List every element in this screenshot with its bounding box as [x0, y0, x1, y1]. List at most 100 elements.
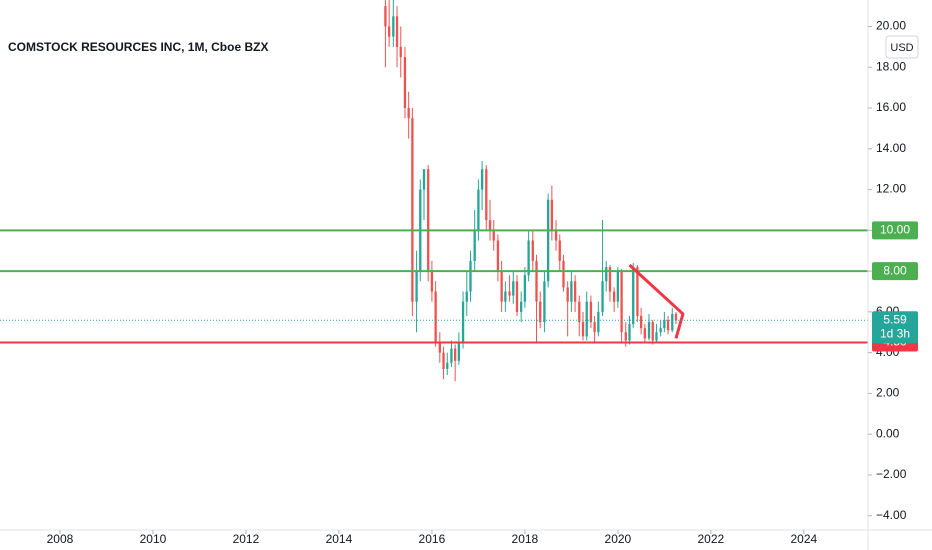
y-tick-label: 18.00 — [876, 59, 906, 73]
y-tick-label: −4.00 — [876, 508, 907, 522]
candle-body — [554, 230, 558, 241]
candle-body — [504, 291, 507, 302]
candle-body — [515, 281, 519, 312]
candle-body — [392, 16, 395, 37]
level-label: 10.00 — [880, 223, 910, 237]
x-tick-label: 2012 — [233, 532, 260, 546]
candle-body — [446, 362, 449, 369]
candle-body — [589, 301, 593, 323]
x-tick-label: 2016 — [419, 532, 446, 546]
y-tick-label: 2.00 — [876, 386, 900, 400]
candle-body — [605, 267, 608, 282]
level-label-box — [872, 262, 918, 281]
candle-body — [573, 281, 577, 302]
candle-body — [403, 57, 407, 109]
candle-body — [500, 271, 503, 302]
candle-body — [384, 6, 387, 27]
candle-body — [601, 281, 604, 312]
candle-body — [485, 169, 488, 221]
candle-body — [453, 348, 457, 361]
candle-body — [430, 271, 434, 292]
candle-body — [608, 267, 612, 292]
candle-body — [465, 291, 468, 302]
candle-body — [562, 260, 565, 288]
y-tick-label: 0.00 — [876, 426, 900, 440]
plot-area — [0, 0, 868, 382]
candle-body — [531, 240, 534, 261]
x-tick-label: 2008 — [47, 532, 74, 546]
candle-body — [399, 46, 402, 58]
currency: USD — [890, 42, 913, 54]
candle-body — [671, 313, 674, 331]
candle-body — [647, 322, 651, 339]
candle-body — [477, 189, 480, 231]
candle-body — [427, 169, 430, 272]
candle-body — [597, 311, 600, 333]
last-price-label: 5.59 — [883, 312, 907, 326]
level-label-box — [872, 221, 918, 240]
candle-body — [558, 240, 561, 261]
candle-body — [612, 291, 616, 302]
candle-body — [512, 281, 515, 296]
trendline — [628, 263, 685, 339]
candle-body — [488, 220, 492, 231]
candle-body — [550, 199, 554, 231]
candle-body — [639, 315, 643, 329]
axes: −4.00−2.000.002.004.006.008.0010.0012.00… — [47, 19, 918, 546]
y-tick-label: 20.00 — [876, 19, 906, 33]
candle-body — [585, 301, 588, 337]
candle-body — [434, 291, 437, 343]
x-tick-label: 2022 — [698, 532, 725, 546]
candle-body — [570, 281, 573, 302]
candle-body — [543, 281, 546, 323]
candle-body — [655, 332, 658, 341]
candle-body — [651, 322, 654, 341]
candle-body — [480, 169, 484, 190]
candle-body — [492, 230, 495, 241]
candle-body — [411, 118, 414, 302]
currency-box[interactable] — [885, 35, 919, 59]
candle-body — [450, 348, 453, 363]
candle-body — [659, 328, 662, 333]
x-tick-label: 2020 — [605, 532, 632, 546]
y-tick-label: 14.00 — [876, 141, 906, 155]
candle-body — [523, 275, 527, 302]
candle-body — [578, 301, 581, 323]
candle-body — [520, 301, 523, 312]
candle-body — [616, 271, 620, 302]
candle-body — [395, 16, 399, 47]
candle-body — [469, 260, 472, 292]
y-tick-label: 12.00 — [876, 182, 906, 196]
level-label: 8.00 — [883, 263, 907, 277]
candle-body — [628, 324, 631, 341]
candle-body — [666, 320, 670, 331]
x-tick-label: 2014 — [326, 532, 353, 546]
x-tick-label: 2024 — [790, 532, 817, 546]
y-tick-label: −2.00 — [876, 467, 907, 481]
candle-body — [407, 108, 410, 119]
candle-body — [508, 291, 511, 296]
candle-body — [674, 313, 678, 321]
candle-body — [461, 301, 465, 343]
candle-body — [473, 230, 476, 261]
candle-body — [620, 271, 623, 333]
candle-body — [593, 322, 596, 333]
candle-body — [415, 271, 418, 302]
y-tick-label: 16.00 — [876, 100, 906, 114]
candle-body — [387, 26, 391, 37]
candle-body — [535, 260, 538, 302]
candle-body — [581, 322, 585, 337]
candle-body — [496, 240, 500, 272]
chart-title: COMSTOCK RESOURCES INC, 1M, Cboe BZX — [8, 40, 268, 54]
candle-body — [624, 332, 627, 341]
x-tick-label: 2010 — [140, 532, 167, 546]
x-tick-label: 2018 — [512, 532, 539, 546]
candle-body — [636, 267, 639, 316]
candle-body — [566, 287, 569, 302]
last-price-box — [872, 311, 918, 344]
candle-body — [539, 301, 542, 323]
candle-body — [422, 169, 426, 190]
candle-body — [438, 342, 441, 353]
